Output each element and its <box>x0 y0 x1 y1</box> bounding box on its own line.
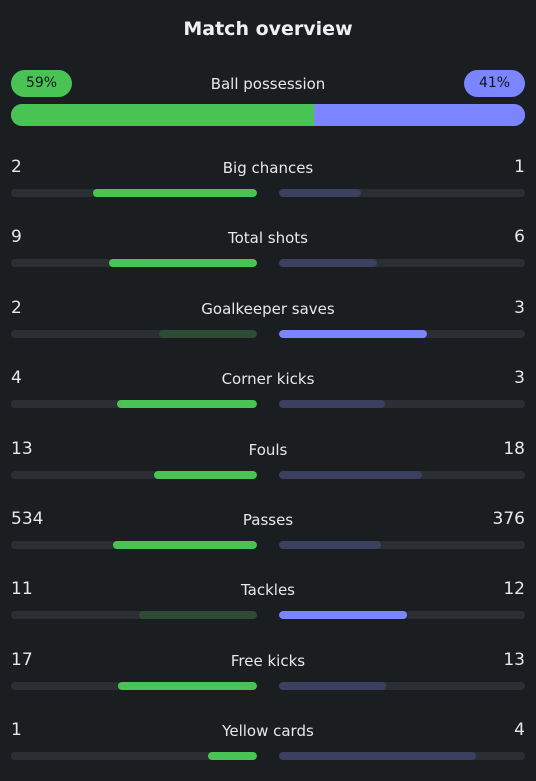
away-stat-value: 3 <box>514 297 525 318</box>
home-possession-fill <box>11 104 315 126</box>
stat-label: Free kicks <box>230 651 306 670</box>
home-stat-value: 2 <box>11 157 22 177</box>
home-stat-value: 1 <box>11 720 22 741</box>
stat-row: 4 Corner kicks 3 <box>11 368 525 438</box>
stat-label: Corner kicks <box>221 370 315 389</box>
stat-label: Big chances <box>222 159 314 177</box>
stat-row: 9 Total shots 6 <box>11 227 525 297</box>
home-stat-fill <box>153 470 257 479</box>
away-stat-value: 4 <box>514 720 525 741</box>
home-stat-track <box>11 611 257 620</box>
home-stat-track <box>11 752 257 761</box>
possession-header: 59% Ball possession 41% <box>11 70 525 98</box>
home-stat-track <box>11 681 257 690</box>
stat-label: Tackles <box>240 581 296 600</box>
away-stat-fill <box>279 189 361 197</box>
home-stat-fill <box>117 681 257 690</box>
stat-label: Total shots <box>228 229 308 248</box>
away-stat-value: 1 <box>514 157 525 177</box>
away-stat-track <box>279 470 525 479</box>
home-stat-value: 2 <box>11 297 22 318</box>
away-stat-track <box>279 611 525 620</box>
home-stat-fill <box>139 611 257 620</box>
away-stat-fill <box>279 470 422 479</box>
possession-bar <box>11 104 525 126</box>
stat-label: Fouls <box>248 440 288 459</box>
away-stat-fill <box>279 259 378 268</box>
stat-label: Goalkeeper saves <box>201 299 335 318</box>
home-stat-track <box>11 470 257 479</box>
possession-label: Ball possession <box>210 75 326 93</box>
section-title: Match overview <box>183 18 353 40</box>
away-stat-track <box>279 540 525 549</box>
stat-row: 13 Fouls 18 <box>11 439 525 509</box>
away-stat-fill <box>279 752 476 761</box>
home-stat-fill <box>207 752 257 761</box>
home-stat-value: 17 <box>11 649 33 670</box>
home-stat-fill <box>116 400 257 409</box>
home-possession-badge: 59% <box>11 70 72 97</box>
stat-row: 11 Tackles 12 <box>11 579 525 649</box>
home-stat-fill <box>92 189 257 197</box>
home-stat-track <box>11 400 257 409</box>
away-possession-badge: 41% <box>464 70 525 97</box>
away-stat-value: 12 <box>503 579 525 600</box>
stat-label: Yellow cards <box>222 722 314 741</box>
home-stat-value: 13 <box>11 438 33 459</box>
stat-row: 1 Yellow cards 4 <box>11 720 525 781</box>
away-stat-fill <box>279 540 381 549</box>
away-stat-fill <box>279 681 386 690</box>
home-stat-fill <box>158 329 257 338</box>
home-stat-value: 534 <box>11 508 44 529</box>
away-stat-value: 376 <box>492 508 525 529</box>
stat-row: 2 Big chances 1 <box>11 157 525 227</box>
away-possession-fill <box>314 104 525 126</box>
away-stat-value: 13 <box>503 649 525 670</box>
stat-label: Passes <box>242 510 294 529</box>
home-stat-fill <box>112 540 257 549</box>
away-stat-fill <box>279 611 408 620</box>
stat-row: 17 Free kicks 13 <box>11 650 525 720</box>
stats-list: 2 Big chances 1 9 Total shots 6 2 Goalkeeper sa… <box>11 157 525 781</box>
away-stat-track <box>279 752 525 761</box>
home-stat-track <box>11 259 257 268</box>
home-stat-value: 11 <box>11 579 33 600</box>
home-stat-track <box>11 329 257 338</box>
home-stat-track <box>11 189 257 197</box>
away-stat-fill <box>279 329 427 338</box>
away-stat-track <box>279 189 525 197</box>
home-stat-value: 9 <box>11 227 22 248</box>
home-stat-value: 4 <box>11 368 22 389</box>
away-stat-fill <box>279 400 385 409</box>
home-stat-track <box>11 540 257 549</box>
away-stat-value: 3 <box>514 368 525 389</box>
stat-row: 534 Passes 376 <box>11 509 525 579</box>
stat-row: 2 Goalkeeper saves 3 <box>11 298 525 368</box>
away-stat-value: 18 <box>503 438 525 459</box>
away-stat-track <box>279 681 525 690</box>
away-stat-track <box>279 259 525 268</box>
away-stat-value: 6 <box>514 227 525 248</box>
home-stat-fill <box>109 259 257 268</box>
away-stat-track <box>279 329 525 338</box>
away-stat-track <box>279 400 525 409</box>
